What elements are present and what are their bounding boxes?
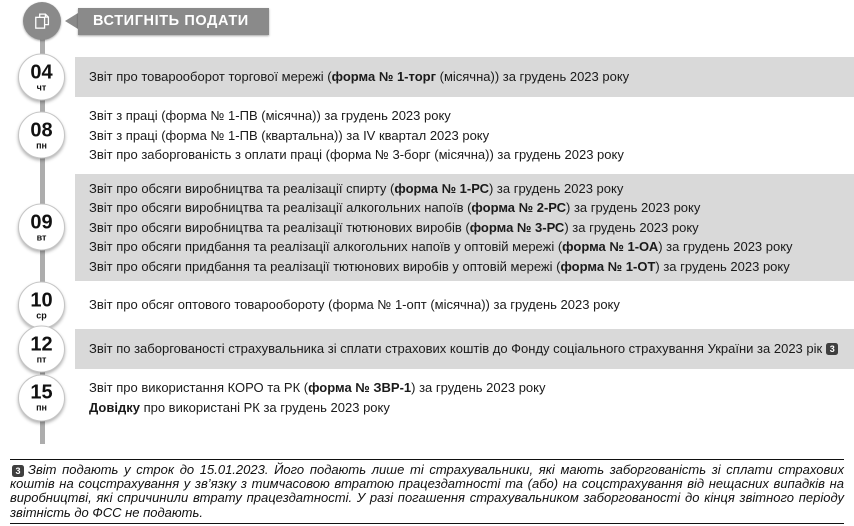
report-text: Звіт з праці (форма № 1-ПВ (місячна)) за… <box>89 108 451 123</box>
entry-band: 09 вт Звіт про обсяги виробництва та реа… <box>18 173 854 281</box>
report-text: Звіт про обсяги виробництва та реалізаці… <box>89 200 472 215</box>
report-text: форма № 1-торг <box>331 69 436 85</box>
day-circle: 15 пн <box>18 374 65 421</box>
report-line: Звіт з праці (форма № 1-ПВ (квартальна))… <box>89 126 844 146</box>
report-line: Звіт по заборгованості страхувальника зі… <box>89 338 844 360</box>
report-text: ) за грудень 2023 року <box>655 258 790 274</box>
report-line: Звіт про заборгованість з оплати праці (… <box>89 145 844 165</box>
day-circle: 09 вт <box>18 203 65 251</box>
report-text: Звіт про обсяги виробництва та реалізаці… <box>89 219 470 235</box>
report-text: про використані РК за грудень 2023 року <box>139 399 390 415</box>
report-line: Звіт про обсяги виробництва та реалізаці… <box>89 179 844 199</box>
day-weekday: пн <box>36 140 47 151</box>
day-weekday: пн <box>36 402 47 413</box>
day-circle: 10 ср <box>18 281 65 329</box>
report-line: Звіт про обсяги виробництва та реалізаці… <box>89 218 844 238</box>
entry-band: 04 чт Звіт про товарооборот торгової мер… <box>18 53 854 101</box>
report-text: Звіт про обсяги придбання та реалізації … <box>89 239 563 254</box>
day-weekday: ср <box>36 310 47 320</box>
day-number: 09 <box>30 211 53 234</box>
report-text: ) за грудень 2023 року <box>658 239 793 254</box>
report-text: Звіт по заборгованості страхувальника зі… <box>89 341 823 356</box>
report-line: Звіт про використання КОРО та РК (форма … <box>89 378 844 398</box>
report-line: Довідку про використані РК за грудень 20… <box>89 398 844 418</box>
report-text: форма № 1-ОА <box>562 239 659 254</box>
day-circle: 12 пт <box>18 325 65 373</box>
day-weekday: пт <box>36 354 47 364</box>
report-text: Звіт про обсяги придбання та реалізації … <box>89 258 561 274</box>
report-text: форма № 2-РС <box>471 200 567 215</box>
report-line: Звіт про обсяги придбання та реалізації … <box>89 257 844 277</box>
report-text: ) за грудень 2023 року <box>488 180 624 196</box>
entry-band: 10 ср Звіт про обсяг оптового товарообор… <box>18 281 854 329</box>
report-text: Довідку <box>89 399 140 415</box>
badge-arrow <box>65 13 78 29</box>
day-number: 08 <box>30 119 53 142</box>
header: ВСТИГНІТЬ ПОДАТИ <box>23 2 269 40</box>
entry-band: 08 пн Звіт з праці (форма № 1-ПВ (місячн… <box>18 101 854 170</box>
entry-band: 15 пн Звіт про використання КОРО та РК (… <box>18 373 854 422</box>
report-text: Звіт про товарооборот торгової мережі ( <box>89 69 332 85</box>
report-line: Звіт про обсяги придбання та реалізації … <box>89 237 844 257</box>
timeline: 04 чт Звіт про товарооборот торгової мер… <box>18 53 854 422</box>
report-text: форма № 3-РС <box>469 219 565 235</box>
report-text: (місячна)) за грудень 2023 року <box>436 69 630 85</box>
report-text: ) за грудень 2023 року <box>411 380 546 395</box>
day-circle: 04 чт <box>18 53 65 101</box>
day-number: 04 <box>30 61 53 83</box>
report-line: Звіт про товарооборот торгової мережі (ф… <box>89 67 844 87</box>
report-text: Звіт з праці (форма № 1-ПВ (квартальна))… <box>89 127 490 143</box>
day-number: 12 <box>30 333 53 355</box>
report-line: Звіт про обсяги виробництва та реалізаці… <box>89 198 844 218</box>
header-badge: ВСТИГНІТЬ ПОДАТИ <box>78 7 269 35</box>
report-text: ) за грудень 2023 року <box>566 200 701 215</box>
report-text: форма № ЗВР-1 <box>308 380 412 395</box>
report-text: ) за грудень 2023 року <box>564 219 699 235</box>
report-text: Звіт про обсяги виробництва та реалізаці… <box>89 180 395 196</box>
footnote-text: Звіт подають у строк до 15.01.2023. Його… <box>10 462 844 520</box>
report-line: Звіт з праці (форма № 1-ПВ (місячна)) за… <box>89 106 844 126</box>
footnote-marker: 3 <box>12 465 24 477</box>
day-weekday: чт <box>36 82 47 92</box>
footnote-ref-marker: 3 <box>826 343 839 355</box>
report-line: Звіт про обсяг оптового товарообороту (ф… <box>89 295 844 315</box>
day-weekday: вт <box>36 232 47 243</box>
footnote: 3 Звіт подають у строк до 15.01.2023. Йог… <box>10 459 844 524</box>
documents-icon <box>23 2 61 40</box>
report-text: форма № 1-РС <box>394 180 489 196</box>
day-circle: 08 пн <box>18 111 65 159</box>
day-number: 15 <box>30 381 53 404</box>
report-text: форма № 1-ОТ <box>560 258 656 274</box>
entry-band: 12 пт Звіт по заборгованості страхувальн… <box>18 325 854 373</box>
report-text: Звіт про заборгованість з оплати праці (… <box>89 147 624 162</box>
day-number: 10 <box>30 289 53 311</box>
report-text: Звіт про обсяг оптового товарообороту (ф… <box>89 297 620 313</box>
report-text: Звіт про використання КОРО та РК ( <box>89 380 309 395</box>
